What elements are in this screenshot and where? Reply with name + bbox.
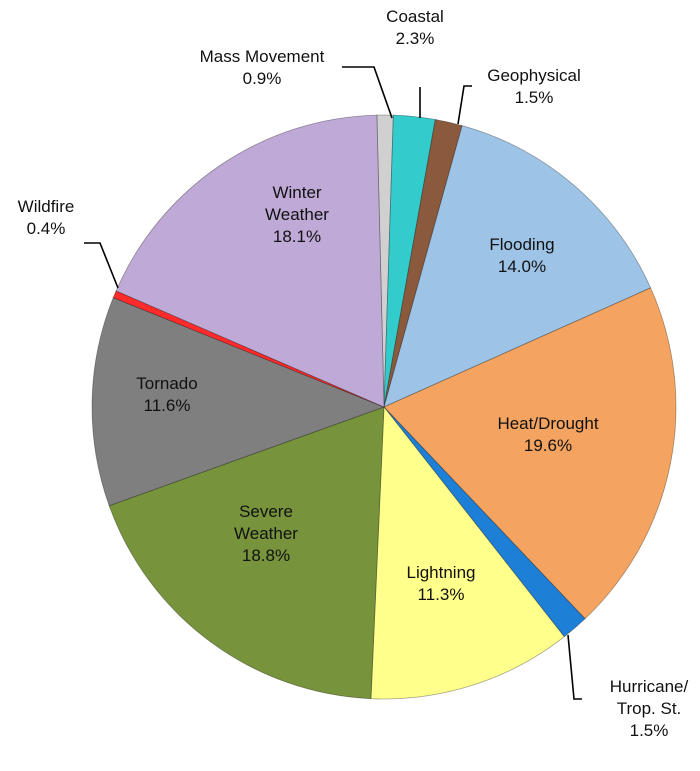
- slice-coastal: [383, 114, 436, 408]
- slice-name-label: Heat/Drought: [497, 414, 598, 433]
- leader-line-geophysical: [457, 85, 472, 125]
- slice-name-label: Wildfire: [18, 197, 75, 216]
- slice-flooding: [383, 125, 652, 408]
- slice-value-label: 0.9%: [243, 69, 282, 88]
- slice-value-label: 0.4%: [27, 219, 66, 238]
- leader-line-wildfire: [84, 242, 119, 289]
- labels-layer: Mass Movement 0.9% Coastal 2.3% Geophysical 1…: [18, 7, 689, 740]
- slice-tornado: [91, 297, 386, 507]
- slice-value-label: 19.6%: [524, 436, 572, 455]
- slice-name-label: Hurricane/: [610, 677, 689, 696]
- leaders-layer: [84, 66, 582, 700]
- slice-label-flooding: Flooding 14.0%: [489, 235, 554, 276]
- slice-label-mass-movement: Mass Movement 0.9%: [200, 47, 325, 88]
- slice-value-label: 18.8%: [242, 546, 290, 565]
- slice-name-label: Tornado: [136, 374, 197, 393]
- slice-winter-weather: [115, 114, 385, 408]
- slice-name-label: Coastal: [386, 7, 444, 26]
- slice-name-label: Weather: [234, 524, 298, 543]
- slice-label-hurricane: Hurricane/Trop. St. 1.5%: [610, 677, 689, 740]
- slice-severe-weather: [108, 406, 385, 700]
- slice-value-label: 11.6%: [144, 396, 191, 415]
- slice-name-label: Severe: [239, 502, 293, 521]
- slice-value-label: 1.5%: [630, 721, 669, 740]
- slice-name-label: Trop. St.: [617, 699, 682, 718]
- slice-label-coastal: Coastal 2.3%: [386, 7, 444, 48]
- slice-name-label: Winter: [272, 183, 321, 202]
- slice-lightning: [370, 405, 565, 700]
- leader-line-hurricane: [567, 634, 582, 700]
- slice-value-label: 2.3%: [396, 29, 435, 48]
- slice-name-label: Flooding: [489, 235, 554, 254]
- leader-line-mass-movement: [342, 66, 393, 119]
- slice-hurricane: [383, 406, 586, 638]
- slice-mass-movement: [376, 114, 394, 408]
- slice-label-severe-weather: Severe Weather 18.8%: [234, 502, 298, 565]
- slices-layer: [91, 114, 677, 700]
- slice-name-label: Weather: [265, 205, 329, 224]
- slice-name-label: Mass Movement: [200, 47, 325, 66]
- slice-name-label: Geophysical: [487, 66, 581, 85]
- slice-label-heat-drought: Heat/Drought 19.6%: [497, 414, 598, 455]
- slice-label-wildfire: Wildfire 0.4%: [18, 197, 75, 238]
- slice-value-label: 11.3%: [418, 585, 465, 604]
- slice-label-geophysical: Geophysical 1.5%: [487, 66, 581, 107]
- slice-label-winter-weather: Winter Weather 18.1%: [265, 183, 329, 246]
- slice-wildfire: [112, 290, 385, 408]
- slice-label-tornado: Tornado 11.6%: [136, 374, 197, 415]
- slice-value-label: 14.0%: [498, 257, 546, 276]
- slice-heat-drought: [383, 287, 677, 620]
- slice-geophysical: [383, 119, 463, 408]
- slice-label-lightning: Lightning 11.3%: [406, 563, 475, 604]
- slice-name-label: Lightning: [406, 563, 475, 582]
- slice-value-label: 1.5%: [515, 88, 554, 107]
- slice-value-label: 18.1%: [273, 227, 321, 246]
